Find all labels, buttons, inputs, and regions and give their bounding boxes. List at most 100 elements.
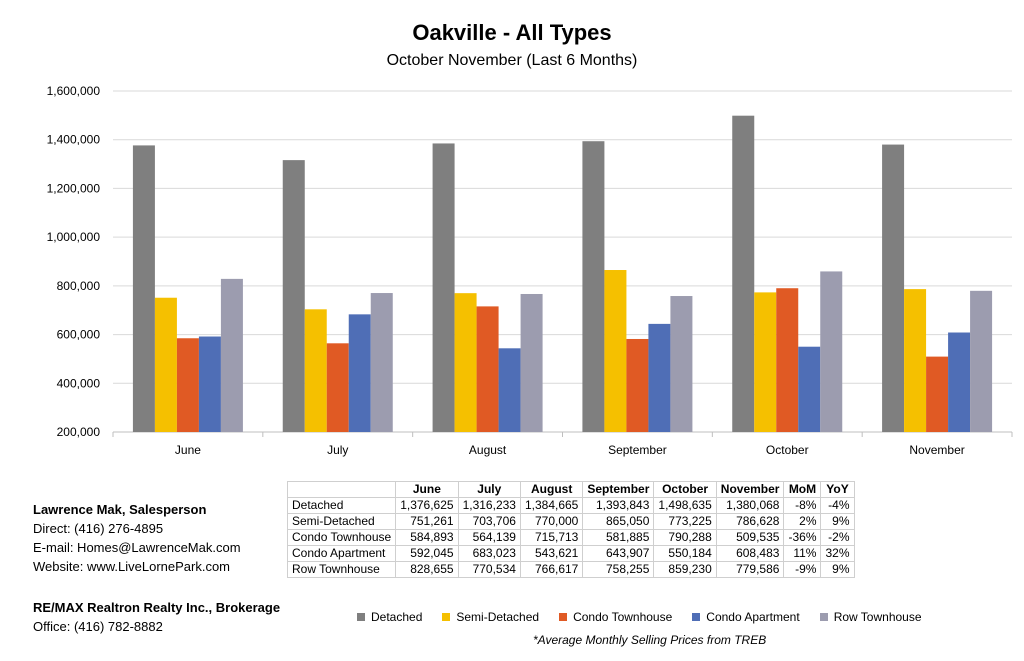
bar bbox=[648, 323, 671, 432]
y-tick-label: 1,000,000 bbox=[47, 230, 101, 244]
bar bbox=[626, 338, 649, 432]
table-cell: 770,534 bbox=[457, 561, 521, 578]
chart-title: Oakville - All Types bbox=[412, 20, 612, 45]
bar bbox=[304, 309, 327, 432]
bar bbox=[582, 141, 605, 432]
bar bbox=[476, 306, 499, 432]
table-cell: 786,628 bbox=[715, 513, 785, 530]
y-tick-label: 600,000 bbox=[57, 328, 101, 342]
chart-legend: Detached Semi-Detached Condo Townhouse Cond… bbox=[357, 610, 922, 624]
bar bbox=[454, 293, 477, 432]
legend-label: Condo Townhouse bbox=[573, 610, 673, 624]
bar bbox=[282, 160, 305, 432]
legend-item: Detached bbox=[357, 610, 422, 624]
legend-label: Semi-Detached bbox=[456, 610, 540, 624]
bar bbox=[154, 297, 177, 432]
table-cell: 859,230 bbox=[653, 561, 717, 578]
table-cell: 11% bbox=[783, 545, 822, 562]
x-tick-label: November bbox=[909, 443, 964, 457]
table-row-label: Condo Townhouse bbox=[286, 529, 397, 546]
table-cell: 770,000 bbox=[519, 513, 584, 530]
table-cell: 32% bbox=[820, 545, 855, 562]
table-header-cell: YoY bbox=[820, 481, 855, 498]
table-cell: 608,483 bbox=[715, 545, 785, 562]
table-cell: -36% bbox=[783, 529, 822, 546]
table-row: Condo Townhouse 584,893 564,139 715,713 581,… bbox=[286, 529, 855, 546]
table-cell: 1,393,843 bbox=[582, 497, 655, 514]
brokerage-block: RE/MAX Realtron Realty Inc., Brokerage O… bbox=[33, 598, 280, 636]
legend-swatch bbox=[692, 613, 701, 621]
table-row: Detached 1,376,625 1,316,233 1,384,665 1,393… bbox=[286, 497, 855, 514]
table-cell: 1,384,665 bbox=[519, 497, 584, 514]
table-cell: 828,655 bbox=[395, 561, 459, 578]
office-phone: Office: (416) 782-8882 bbox=[33, 619, 163, 634]
table-header-cell: September bbox=[582, 481, 655, 498]
table-cell: 592,045 bbox=[395, 545, 459, 562]
bar bbox=[948, 332, 971, 432]
table-cell: 1,316,233 bbox=[457, 497, 521, 514]
x-tick-label: July bbox=[327, 443, 348, 457]
bar bbox=[776, 288, 799, 432]
bar bbox=[432, 143, 455, 432]
table-row-label: Detached bbox=[286, 497, 397, 514]
table-header-cell: MoM bbox=[783, 481, 822, 498]
bar bbox=[970, 290, 993, 432]
y-tick-label: 800,000 bbox=[57, 279, 101, 293]
table-body: Detached 1,376,625 1,316,233 1,384,665 1,393… bbox=[286, 497, 855, 578]
legend-item: Semi-Detached bbox=[442, 610, 539, 624]
table-cell: 751,261 bbox=[395, 513, 459, 530]
y-tick-label: 1,400,000 bbox=[47, 133, 101, 147]
bar bbox=[176, 338, 199, 432]
bar bbox=[754, 292, 777, 432]
table-cell: 9% bbox=[820, 513, 855, 530]
table-cell: 865,050 bbox=[582, 513, 655, 530]
table-cell: 790,288 bbox=[653, 529, 717, 546]
table-cell: 779,586 bbox=[715, 561, 785, 578]
bar bbox=[820, 271, 843, 432]
table-cell: 2% bbox=[783, 513, 822, 530]
table-cell: 773,225 bbox=[653, 513, 717, 530]
direct-phone: Direct: (416) 276-4895 bbox=[33, 521, 164, 536]
legend-swatch bbox=[559, 613, 568, 621]
bar bbox=[348, 314, 371, 432]
table-header-cell: July bbox=[457, 481, 521, 498]
legend-swatch bbox=[357, 613, 365, 621]
legend-label: Detached bbox=[371, 610, 423, 624]
bar bbox=[670, 296, 693, 432]
x-tick-label: September bbox=[608, 443, 667, 457]
table-cell: -2% bbox=[820, 529, 855, 546]
bar bbox=[904, 289, 927, 432]
website: Website: www.LiveLornePark.com bbox=[33, 559, 231, 574]
bar bbox=[198, 336, 221, 432]
bar bbox=[220, 278, 243, 432]
table-header-cell: November bbox=[715, 481, 785, 498]
bar bbox=[326, 343, 349, 432]
bar bbox=[520, 293, 543, 432]
bar bbox=[882, 144, 905, 432]
bar bbox=[798, 346, 821, 432]
table-header-cell bbox=[286, 481, 397, 498]
table-cell: 703,706 bbox=[457, 513, 521, 530]
table-cell: 1,376,625 bbox=[395, 497, 459, 514]
table-cell: 683,023 bbox=[457, 545, 521, 562]
table-cell: 643,907 bbox=[582, 545, 655, 562]
table-cell: 543,621 bbox=[519, 545, 584, 562]
y-tick-label: 1,600,000 bbox=[47, 84, 101, 98]
x-tick-label: August bbox=[469, 443, 507, 457]
table-cell: 584,893 bbox=[395, 529, 459, 546]
legend-item: Row Townhouse bbox=[819, 610, 922, 624]
table-cell: 1,380,068 bbox=[715, 497, 785, 514]
brokerage-name: RE/MAX Realtron Realty Inc., Brokerage bbox=[33, 600, 281, 615]
legend-label: Condo Apartment bbox=[706, 610, 800, 624]
bar bbox=[604, 270, 627, 432]
bar bbox=[132, 145, 155, 432]
table-row-label: Row Townhouse bbox=[286, 561, 397, 578]
agent-name: Lawrence Mak, Salesperson bbox=[33, 502, 207, 517]
table-cell: 1,498,635 bbox=[653, 497, 717, 514]
table-row: Semi-Detached 751,261 703,706 770,000 865,05… bbox=[286, 513, 855, 530]
y-tick-label: 1,200,000 bbox=[47, 181, 101, 195]
table-cell: -8% bbox=[783, 497, 822, 514]
table-header-cell: June bbox=[395, 481, 459, 498]
table-cell: 564,139 bbox=[457, 529, 521, 546]
y-tick-label: 200,000 bbox=[57, 425, 101, 439]
